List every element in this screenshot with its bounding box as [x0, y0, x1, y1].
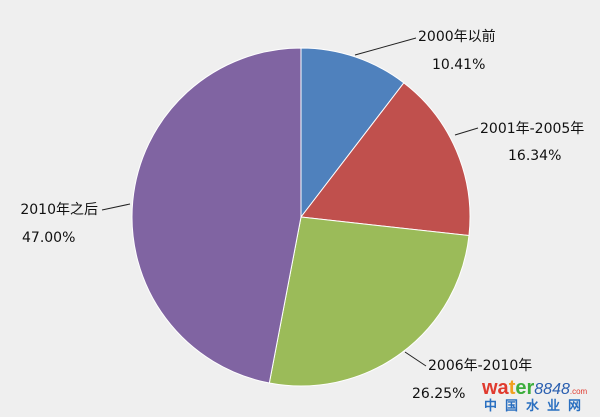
watermark-text: wa [482, 377, 509, 399]
slice-value-label: 26.25% [412, 386, 465, 402]
leader-line [454, 127, 479, 136]
watermark-text: 8848 [534, 381, 570, 398]
watermark-text: t [508, 377, 516, 399]
leader-line [404, 351, 427, 367]
slice-label: 2000年以前 [418, 28, 496, 45]
watermark-text: 中国水业网 [484, 399, 590, 414]
pie-slice [300, 82, 471, 237]
watermark-text: .com [569, 387, 588, 396]
leader-line [354, 37, 417, 56]
slice-label: 2001年-2005年 [480, 121, 584, 137]
leader-line [101, 203, 131, 211]
pie-slice [131, 47, 302, 384]
pie-slice [268, 216, 470, 387]
watermark-logo: water8848.com 中国水业网 [482, 378, 600, 417]
slice-value-label: 10.41% [432, 57, 485, 73]
watermark-text: er [515, 377, 535, 399]
pie-slice [300, 47, 405, 219]
slice-value-label: 47.00% [22, 230, 75, 246]
slice-label: 2010年之后 [20, 202, 98, 218]
slice-value-label: 16.34% [508, 148, 561, 164]
slice-label: 2006年-2010年 [428, 358, 532, 374]
